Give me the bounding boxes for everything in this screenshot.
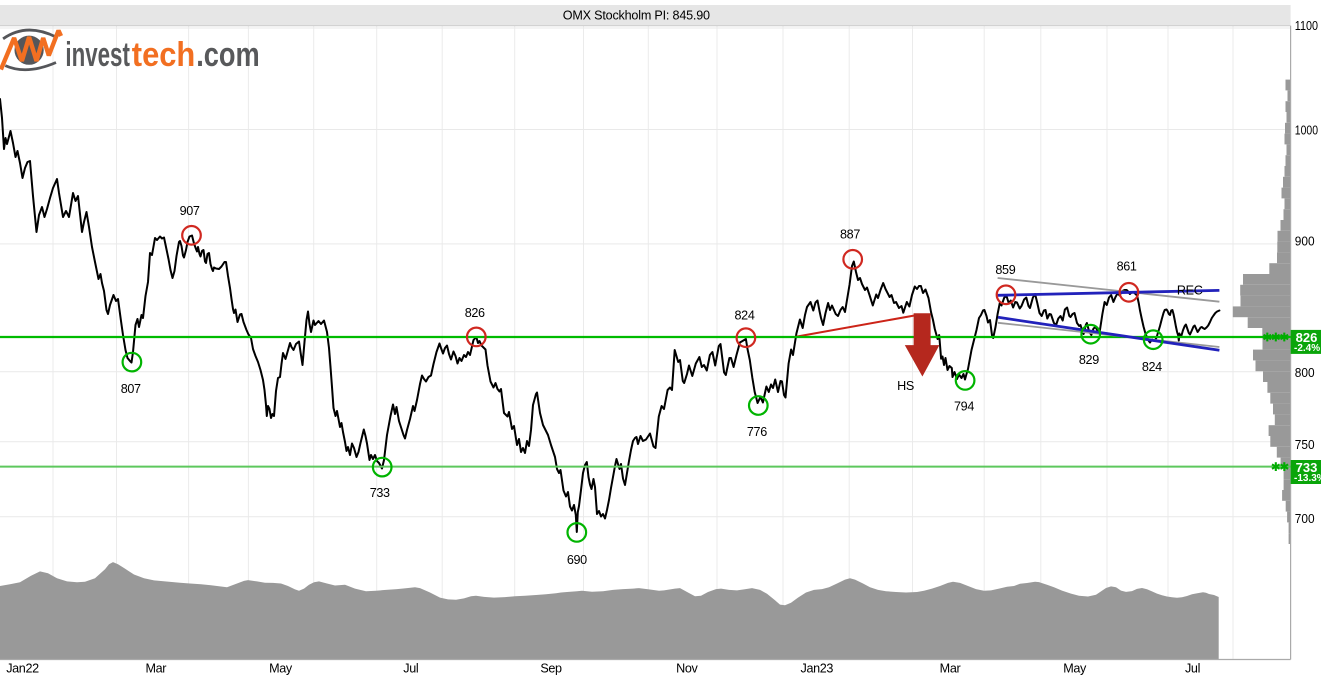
svg-text:1100: 1100 [1295,19,1318,33]
svg-text:-2.4%: -2.4% [1294,343,1320,354]
svg-text:829: 829 [1079,353,1099,367]
svg-text:690: 690 [567,553,587,567]
svg-text:750: 750 [1295,438,1315,452]
svg-text:Jan22: Jan22 [6,661,39,675]
svg-text:Jul: Jul [403,661,418,675]
svg-text:Mar: Mar [940,661,961,675]
svg-text:826: 826 [465,306,485,320]
svg-text:800: 800 [1295,366,1315,380]
svg-text:859: 859 [995,263,1015,277]
svg-text:807: 807 [121,382,141,396]
svg-text:887: 887 [840,228,860,242]
svg-text:Jul: Jul [1185,661,1200,675]
svg-text:May: May [269,661,293,675]
svg-text:Sep: Sep [540,661,562,675]
svg-text:907: 907 [180,204,200,218]
svg-text:.com: .com [196,36,260,74]
svg-text:Nov: Nov [676,661,698,675]
svg-text:700: 700 [1295,512,1315,526]
svg-text:1000: 1000 [1295,123,1318,137]
svg-text:Jan23: Jan23 [801,661,834,675]
svg-text:HS: HS [897,379,914,393]
svg-text:invest: invest [65,36,129,74]
svg-text:REC: REC [1177,284,1203,298]
svg-text:Mar: Mar [145,661,166,675]
svg-text:900: 900 [1295,235,1315,249]
svg-text:733: 733 [370,486,390,500]
svg-text:861: 861 [1117,260,1137,274]
svg-text:-13.3%: -13.3% [1294,473,1321,484]
svg-text:794: 794 [954,400,974,414]
svg-text:776: 776 [747,425,767,439]
svg-text:824: 824 [1142,360,1162,374]
svg-text:826: 826 [1296,330,1318,345]
svg-text:tech: tech [132,36,196,74]
svg-text:OMX Stockholm PI: 845.90: OMX Stockholm PI: 845.90 [563,8,710,22]
svg-text:824: 824 [735,308,755,322]
svg-text:May: May [1063,661,1087,675]
svg-text:733: 733 [1296,460,1318,475]
